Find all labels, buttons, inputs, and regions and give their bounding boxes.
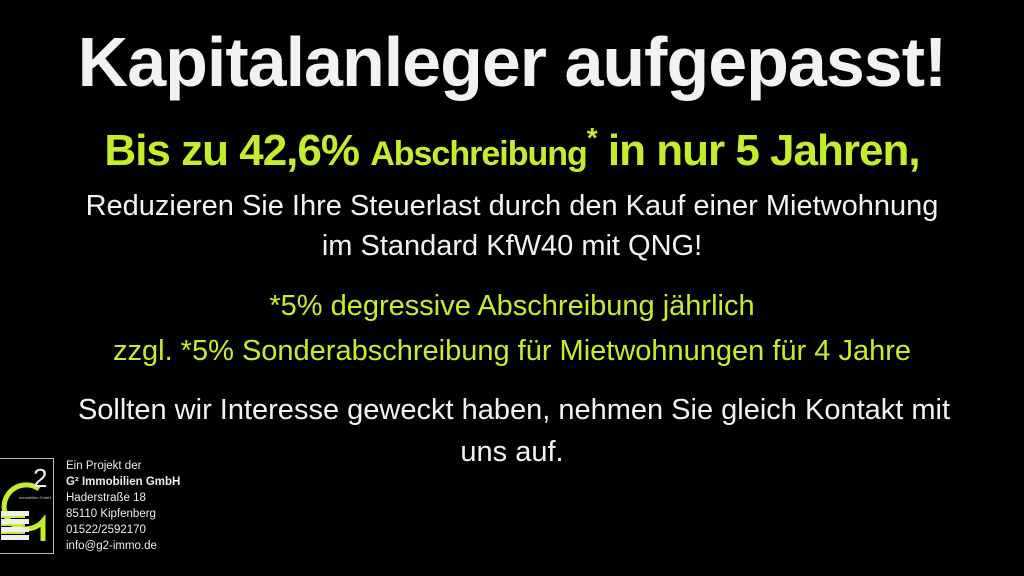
contact-street: Haderstraße 18 (66, 492, 146, 504)
subheadline: Bis zu 42,6% Abschreibung* in nur 5 Jahr… (0, 122, 1024, 176)
svg-text:Immobilien GmbH: Immobilien GmbH (19, 495, 51, 500)
asterisk: * (586, 122, 598, 153)
footnote-2: zzgl. *5% Sonderabschreibung für Mietwoh… (113, 335, 911, 367)
headline: Kapitalanleger aufgepasst! (77, 23, 948, 101)
body-line-1: Reduzieren Sie Ihre Steuerlast durch den… (85, 190, 939, 222)
footnote-1: *5% degressive Abschreibung jährlich (269, 290, 755, 322)
contact-block: Ein Projekt der G² Immobilien GmbH Hader… (66, 458, 180, 554)
cta-line-1: Sollten wir Interesse geweckt haben, neh… (77, 394, 951, 426)
contact-company: G² Immobilien GmbH (66, 476, 181, 488)
g2-logo-icon: 2 Immobilien GmbH (1, 463, 51, 541)
contact-email: info@g2-immo.de (66, 540, 157, 552)
subheadline-part1: Bis zu 42,6% (104, 126, 371, 175)
svg-text:2: 2 (33, 463, 47, 493)
subheadline-part2: Abschreibung (370, 135, 588, 173)
contact-city: 85110 Kipfenberg (66, 508, 156, 520)
body-line-2: im Standard KfW40 mit QNG! (321, 230, 703, 262)
subheadline-part3: in nur 5 Jahren, (596, 126, 921, 175)
contact-phone: 01522/2592170 (66, 524, 146, 536)
g2-logo: 2 Immobilien GmbH (0, 458, 54, 554)
contact-intro: Ein Projekt der (66, 460, 142, 472)
cta-line-2: uns auf. (460, 436, 564, 468)
